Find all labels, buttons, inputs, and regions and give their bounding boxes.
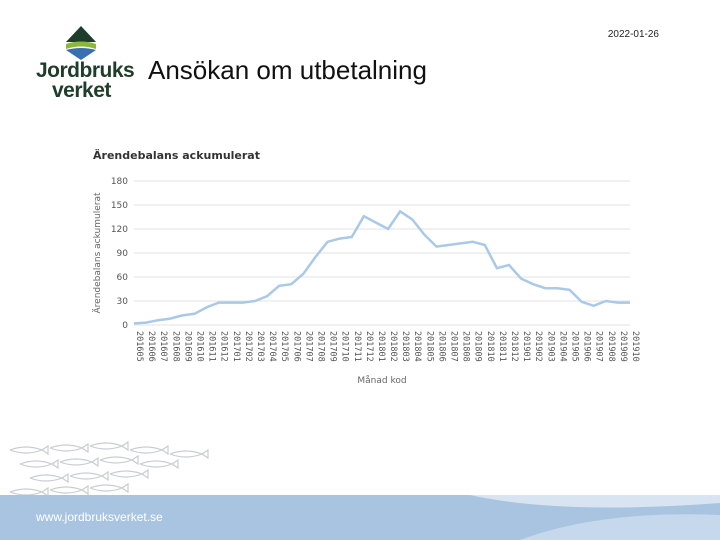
y-axis: 0 30 60 90 120 150 180 xyxy=(111,177,128,331)
fish-shape xyxy=(99,454,139,466)
page-title: Ansökan om utbetalning xyxy=(148,55,427,85)
x-tick-label: 201902 xyxy=(533,331,543,362)
jordbruksverket-logo: Jordbruks verket xyxy=(30,22,140,102)
x-tick-label: 201905 xyxy=(570,331,580,362)
x-tick-label: 201705 xyxy=(279,331,289,362)
x-tick-label: 201709 xyxy=(328,331,338,362)
x-tick-label: 201906 xyxy=(582,331,592,362)
series-line xyxy=(133,209,630,325)
logo-text-line2: verket xyxy=(52,79,111,102)
balance-line-chart: Ärendebalans ackumulerat 0 30 60 90 120 150 18… xyxy=(92,148,640,386)
chart-title: Ärendebalans ackumulerat xyxy=(93,148,260,162)
x-tick-label: 201810 xyxy=(485,331,495,362)
x-tick-label: 201903 xyxy=(545,331,555,362)
x-tick-label: 201901 xyxy=(521,331,531,362)
x-tick-label: 201805 xyxy=(424,331,434,362)
x-tick-label: 201809 xyxy=(473,331,483,362)
x-tick-label: 201703 xyxy=(255,331,265,362)
x-axis: 201605 201606 201607 201608 201609 201610 2016… xyxy=(134,331,640,362)
fish-shape xyxy=(89,440,129,452)
fish-shape xyxy=(169,448,209,460)
fish-shape xyxy=(109,468,149,480)
y-tick-label: 90 xyxy=(117,249,129,259)
x-tick-label: 201801 xyxy=(376,331,386,362)
fish-shape xyxy=(9,486,49,498)
footer-band xyxy=(0,495,720,540)
logo-text-line1: Jordbruks xyxy=(36,59,135,82)
y-tick-label: 30 xyxy=(117,297,129,307)
x-tick-label: 201605 xyxy=(134,331,144,362)
logo-mark-icon xyxy=(66,26,96,60)
x-tick-label: 201612 xyxy=(219,331,229,362)
chart-grid xyxy=(134,180,630,326)
date-label: 2022-01-26 xyxy=(607,29,659,40)
y-tick-label: 0 xyxy=(122,321,128,331)
y-tick-label: 150 xyxy=(111,201,128,211)
x-tick-label: 201907 xyxy=(594,331,604,362)
fish-shape xyxy=(89,482,129,494)
fish-shape xyxy=(49,442,89,454)
fish-shape xyxy=(139,458,179,470)
x-tick-label: 201806 xyxy=(436,331,446,362)
x-tick-label: 201909 xyxy=(618,331,628,362)
x-tick-label: 201701 xyxy=(231,331,241,362)
x-tick-label: 201711 xyxy=(352,331,362,362)
x-tick-label: 201710 xyxy=(340,331,350,362)
x-tick-label: 201708 xyxy=(315,331,325,362)
x-tick-label: 201803 xyxy=(400,331,410,362)
y-tick-label: 60 xyxy=(117,273,129,283)
x-tick-label: 201812 xyxy=(509,331,519,362)
x-tick-label: 201804 xyxy=(412,331,422,362)
fish-shape xyxy=(49,484,89,496)
x-tick-label: 201808 xyxy=(461,331,471,362)
x-tick-label: 201610 xyxy=(194,331,204,362)
x-tick-label: 201606 xyxy=(146,331,156,362)
x-tick-label: 201910 xyxy=(630,331,640,362)
x-tick-label: 201608 xyxy=(170,331,180,362)
x-tick-label: 201607 xyxy=(158,331,168,362)
fish-shape xyxy=(9,444,49,456)
y-tick-label: 120 xyxy=(111,225,128,235)
fish-shape xyxy=(19,458,59,470)
y-tick-label: 180 xyxy=(111,177,128,187)
x-tick-label: 201811 xyxy=(497,331,507,362)
footer-url: www.jordbruksverket.se xyxy=(36,510,163,524)
y-axis-label: Ärendebalans ackumulerat xyxy=(92,192,103,313)
fish-shape xyxy=(59,456,99,468)
x-tick-label: 201704 xyxy=(267,331,277,362)
x-tick-label: 201609 xyxy=(182,331,192,362)
x-tick-label: 201802 xyxy=(388,331,398,362)
x-tick-label: 201707 xyxy=(303,331,313,362)
fish-shape xyxy=(29,472,69,484)
x-tick-label: 201611 xyxy=(207,331,217,362)
x-tick-label: 201706 xyxy=(291,331,301,362)
fish-shape xyxy=(129,444,169,456)
x-tick-label: 201702 xyxy=(243,331,253,362)
x-tick-label: 201908 xyxy=(606,331,616,362)
x-tick-label: 201904 xyxy=(557,331,567,362)
x-axis-label: Månad kod xyxy=(357,375,406,386)
x-tick-label: 201807 xyxy=(449,331,459,362)
fish-school-decoration xyxy=(9,440,209,498)
fish-shape xyxy=(69,470,109,482)
x-tick-label: 201712 xyxy=(364,331,374,362)
